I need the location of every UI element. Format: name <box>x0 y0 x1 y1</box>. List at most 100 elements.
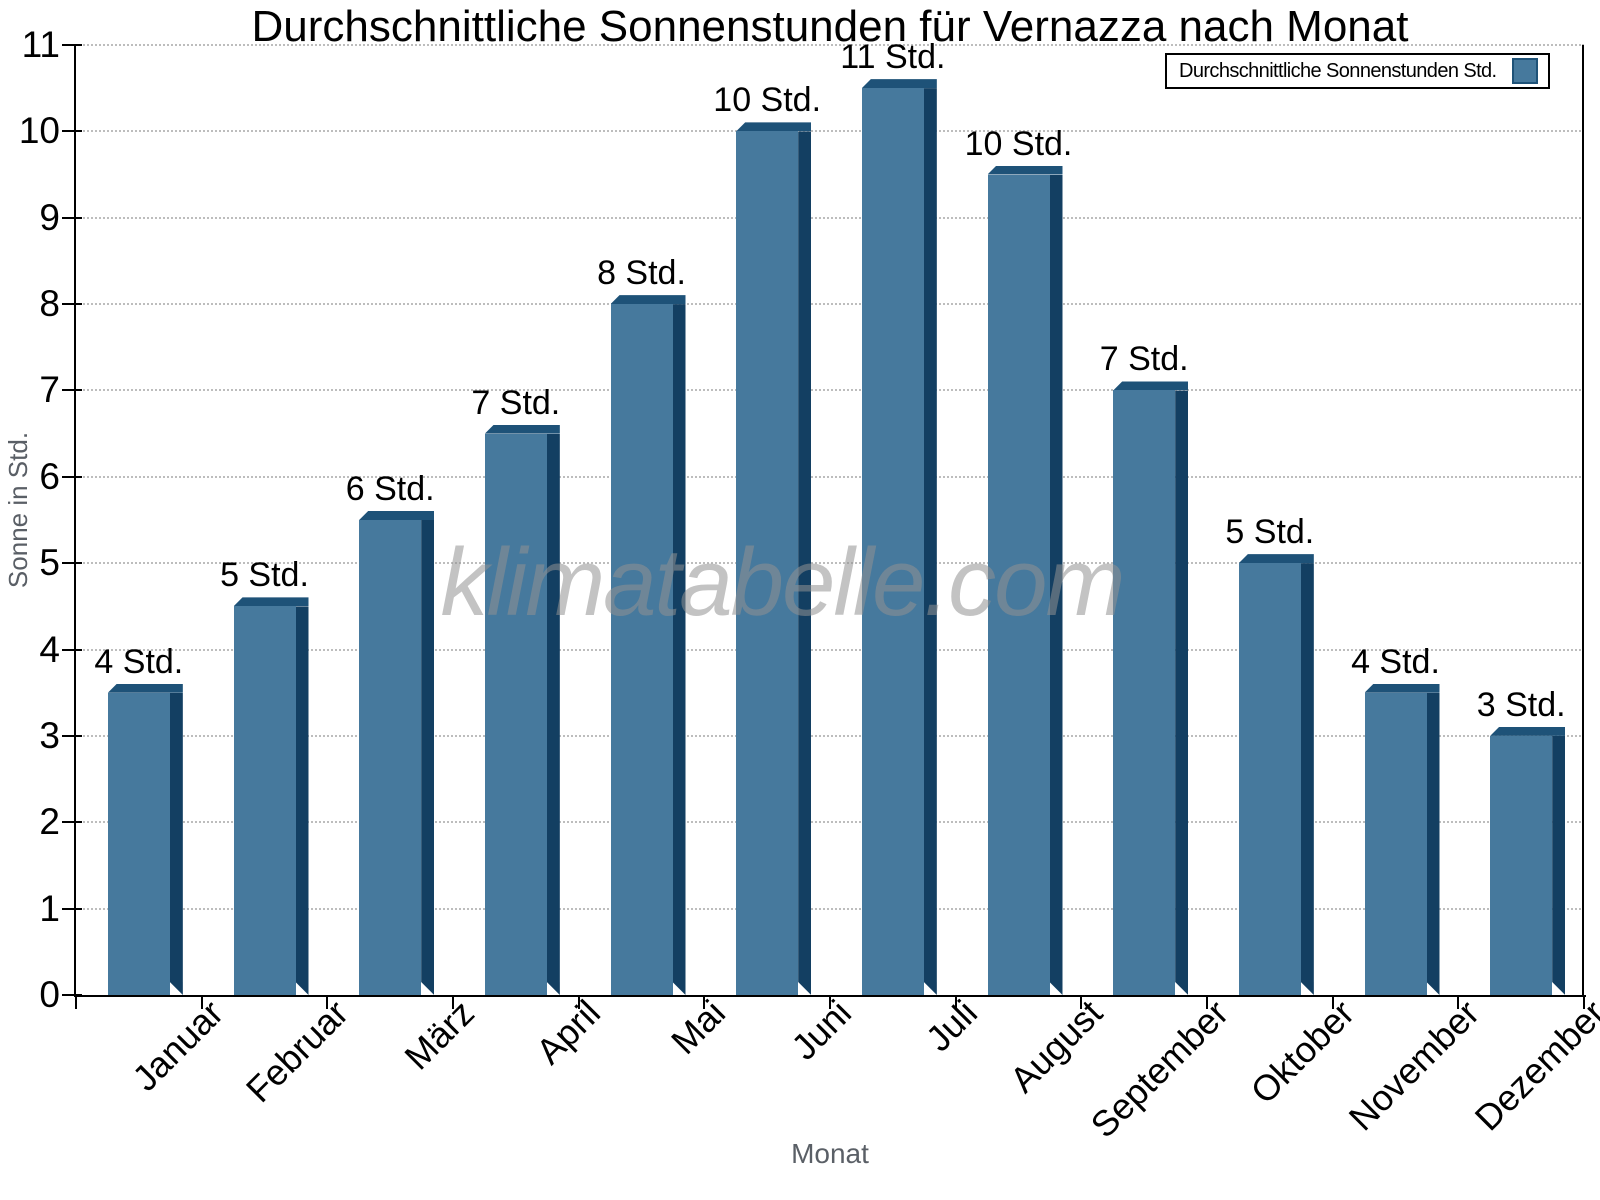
y-tick-8 <box>62 303 82 306</box>
gridline-10 <box>76 130 1584 133</box>
bar-right-edge <box>1175 390 1188 995</box>
x-tick-label-februar: Februar <box>238 992 357 1111</box>
bar-november <box>1364 683 1440 995</box>
bar-value-label-juli: 11 Std. <box>840 38 946 77</box>
bar-august <box>987 165 1063 995</box>
bar-top-edge <box>1238 554 1314 564</box>
legend-color-swatch <box>1512 58 1538 84</box>
y-tick-label-3: 3 <box>39 714 60 756</box>
bar-top-edge <box>987 165 1063 175</box>
bar-januar <box>107 683 183 995</box>
x-tick-6 <box>829 995 831 1009</box>
y-tick-11 <box>62 44 82 46</box>
gridline-11 <box>76 44 1584 46</box>
y-tick-label-10: 10 <box>18 110 60 152</box>
y-tick-label-9: 9 <box>39 196 60 238</box>
bar-right-edge <box>798 131 811 995</box>
bar-right-edge <box>170 693 183 995</box>
x-tick-7 <box>954 995 957 1009</box>
bar-right-edge <box>1427 693 1440 995</box>
bar-value-label-august: 10 Std. <box>964 124 1073 163</box>
bar-juni <box>736 122 812 995</box>
bar-mai <box>610 295 686 995</box>
gridline-5 <box>76 562 1584 565</box>
x-tick-label-januar: Januar <box>123 992 231 1099</box>
bar-top-edge <box>484 424 560 434</box>
bar-september <box>1113 381 1189 995</box>
x-tick-10 <box>1331 995 1334 1009</box>
x-tick-label-august: August <box>1002 992 1111 1101</box>
bar-right-edge <box>1301 563 1314 995</box>
x-tick-1 <box>200 995 203 1009</box>
y-tick-label-5: 5 <box>39 542 60 584</box>
bar-top-edge <box>233 597 309 607</box>
bar-top-edge <box>1490 726 1566 736</box>
x-tick-8 <box>1080 995 1083 1009</box>
y-axis-line <box>74 45 76 997</box>
bar-right-edge <box>421 520 434 995</box>
bar-right-edge <box>1050 175 1063 995</box>
gridline-9 <box>76 216 1584 219</box>
y-tick-10 <box>62 130 82 133</box>
x-tick-label-april: April <box>527 992 608 1072</box>
gridline-7 <box>76 389 1584 392</box>
x-tick-3 <box>452 995 454 1009</box>
gridline-2 <box>76 821 1584 824</box>
bar-value-label-dezember: 3 Std. <box>1476 685 1566 724</box>
bar-februar <box>233 597 309 995</box>
y-tick-0 <box>62 994 82 996</box>
bar-right-edge <box>1552 736 1565 995</box>
x-axis-title: Monat <box>791 1138 869 1169</box>
bar-top-edge <box>359 511 435 520</box>
x-tick-11 <box>1457 995 1460 1009</box>
x-tick-2 <box>326 995 329 1009</box>
bar-juli <box>861 79 937 995</box>
chart-title: Durchschnittliche Sonnenstunden für Vern… <box>251 2 1409 51</box>
y-tick-label-8: 8 <box>39 283 60 325</box>
y-tick-3 <box>62 734 82 737</box>
bar-right-edge <box>673 304 686 995</box>
right-border-line <box>1582 45 1584 997</box>
bar-märz <box>359 511 435 995</box>
y-tick-4 <box>62 648 82 651</box>
x-tick-label-juni: Juni <box>783 992 859 1068</box>
bar-dezember <box>1490 726 1566 995</box>
bar-value-label-märz: 6 Std. <box>345 470 435 508</box>
bar-value-label-september: 7 Std. <box>1099 340 1189 379</box>
x-tick-label-oktober: Oktober <box>1242 992 1362 1112</box>
bar-top-edge <box>1364 683 1440 693</box>
bar-top-edge <box>107 683 183 693</box>
bar-value-label-oktober: 5 Std. <box>1225 513 1315 552</box>
x-tick-5 <box>703 995 706 1009</box>
gridline-6 <box>76 475 1584 478</box>
y-tick-label-11: 11 <box>21 24 60 65</box>
x-tick-label-dezember: Dezember <box>1466 992 1600 1139</box>
x-tick-9 <box>1206 995 1208 1009</box>
legend-label: Durchschnittliche Sonnenstunden Std. <box>1179 59 1497 82</box>
y-tick-6 <box>62 475 82 478</box>
y-tick-9 <box>62 216 82 219</box>
y-tick-label-2: 2 <box>39 801 60 843</box>
gridline-8 <box>76 303 1584 306</box>
y-tick-7 <box>62 389 82 392</box>
bar-value-label-november: 4 Std. <box>1351 642 1440 681</box>
x-tick-0 <box>75 995 77 1009</box>
bar-top-edge <box>736 122 812 132</box>
bar-right-edge <box>296 606 309 995</box>
y-tick-label-0: 0 <box>39 974 60 1015</box>
gridline-4 <box>76 648 1584 651</box>
legend: Durchschnittliche Sonnenstunden Std. <box>1165 53 1550 89</box>
bar-value-label-januar: 4 Std. <box>94 642 184 681</box>
bar-right-edge <box>924 88 937 995</box>
gridline-1 <box>76 907 1584 910</box>
bar-value-label-februar: 5 Std. <box>220 556 309 595</box>
x-tick-label-juli: Juli <box>917 992 985 1060</box>
x-tick-label-september: September <box>1082 992 1236 1146</box>
y-tick-label-1: 1 <box>39 887 60 929</box>
y-tick-label-6: 6 <box>39 455 60 497</box>
x-axis-line <box>74 995 1586 997</box>
x-tick-label-mai: Mai <box>663 992 734 1063</box>
bar-value-label-mai: 8 Std. <box>597 254 686 293</box>
y-tick-label-7: 7 <box>39 369 60 411</box>
